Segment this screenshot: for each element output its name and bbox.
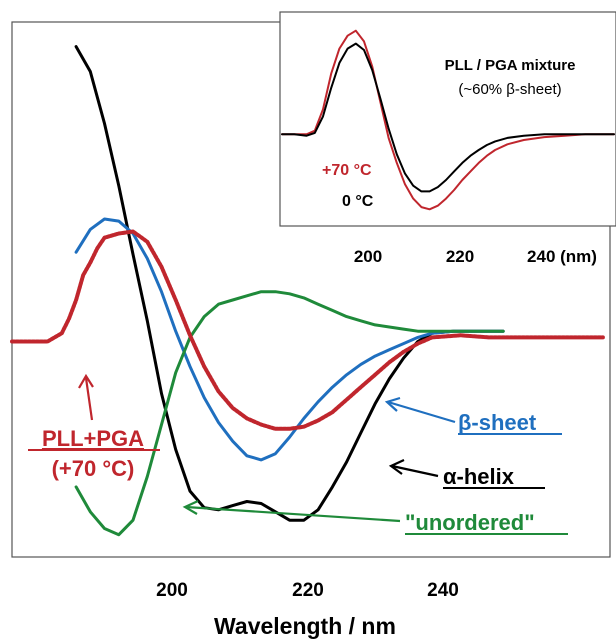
series-line-0-c <box>281 42 615 193</box>
inset-chart: PLL / PGA mixture (~60% β-sheet) +70 °C … <box>279 11 616 266</box>
inset-x-tick-220: 220 <box>446 247 474 266</box>
series-line-pll-pga-70-c <box>10 229 605 431</box>
alpha-arrow-line <box>391 464 439 478</box>
pllpga-arrow-head <box>78 373 94 389</box>
inset-x-tick-200: 200 <box>354 247 382 266</box>
inset-x-tick-240-nm: 240 (nm) <box>527 247 597 266</box>
annotation-alpha-helix: α-helix <box>443 464 515 489</box>
unordered-arrow-line <box>185 505 401 523</box>
inset-series-group <box>281 29 615 211</box>
annotation-arrows <box>78 373 456 523</box>
series-line-70-c <box>281 29 615 211</box>
annotation-pllpga-line1: PLL+PGA <box>42 426 144 451</box>
inset-legend-cold: 0 °C <box>342 193 374 210</box>
unordered-arrow-head <box>182 500 199 515</box>
beta-arrow-line <box>387 400 456 424</box>
annotation-unordered: "unordered" <box>405 510 535 535</box>
inset-title: PLL / PGA mixture <box>445 57 576 74</box>
beta-arrow-head <box>384 396 401 412</box>
x-tick-label-220: 220 <box>292 580 324 601</box>
series-line-sheet <box>74 217 505 462</box>
x-axis-title: Wavelength / nm <box>214 613 396 639</box>
annotation-beta-sheet: β-sheet <box>458 410 537 435</box>
x-tick-label-240: 240 <box>427 580 459 601</box>
inset-legend-hot: +70 °C <box>322 162 372 179</box>
alpha-arrow-head <box>388 459 405 475</box>
inset-frame <box>279 11 616 227</box>
series-line-unordered <box>74 290 505 537</box>
x-tick-label-200: 200 <box>156 580 188 601</box>
annotation-pllpga-line2: (+70 °C) <box>52 456 135 481</box>
inset-subtitle: (~60% β-sheet) <box>458 81 561 98</box>
pllpga-arrow-line <box>84 377 94 421</box>
